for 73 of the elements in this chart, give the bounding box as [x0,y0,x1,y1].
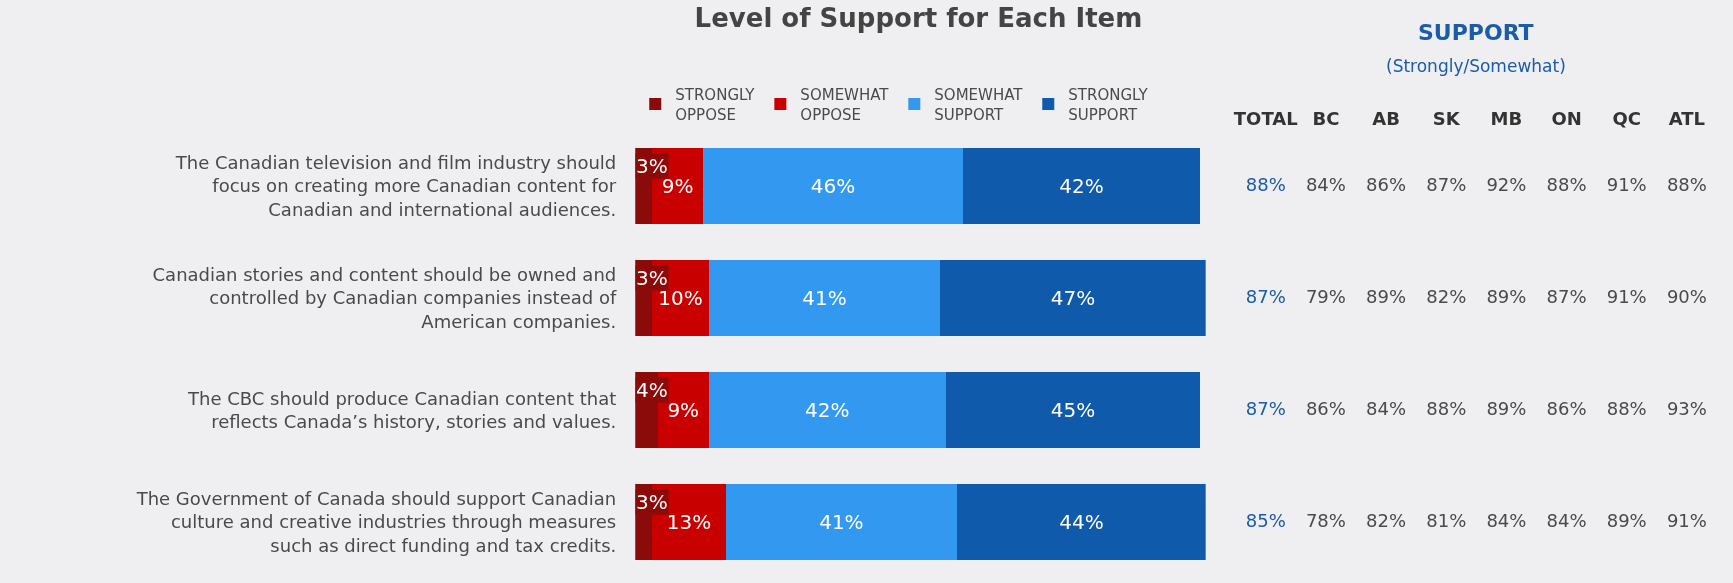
text: 86% [1366,173,1407,195]
text: 92% [1486,173,1527,195]
category-label: ATL [1668,108,1706,130]
text: (Strongly/Somewhat) [1386,56,1566,76]
data-label: 46% [810,174,856,198]
text: 85% [1245,509,1286,531]
text: SUPPORT [1418,20,1534,45]
bar [940,259,1206,337]
bar [703,147,963,225]
text: 84% [1546,509,1587,531]
data-label: 42% [1059,174,1104,198]
bar [725,483,958,561]
text: 84% [1366,397,1407,419]
legend-label: SOMEWHAT SUPPORT [934,86,1024,124]
text: 78% [1305,509,1346,531]
category-label: ON [1551,108,1582,130]
legend-label: STRONGLY OPPOSE [675,86,756,124]
text: 82% [1426,285,1467,307]
bar [957,483,1206,561]
text: 89% [1606,509,1647,531]
text: 89% [1486,285,1527,307]
text: 84% [1305,173,1346,195]
legend-label: SOMEWHAT OPPOSE [800,86,890,124]
text: 88% [1245,173,1286,195]
text: 88% [1546,173,1587,195]
data-label: 3% [636,490,668,514]
legend-label: STRONGLY SUPPORT [1068,86,1149,124]
y-tick-label: The Government of Canada should support Canadian culture and creative industries through measures such as direct funding and tax credits. [135,487,617,556]
bar [962,147,1201,225]
text: 79% [1305,285,1346,307]
text: 81% [1426,509,1467,531]
text: 87% [1245,397,1286,419]
category-label: BC [1312,108,1340,130]
category-label: MB [1490,108,1523,130]
bar [945,371,1201,449]
data-label: 42% [805,398,850,422]
data-label: 3% [636,154,668,178]
text: 89% [1486,397,1527,419]
y-tick-label: The Canadian television and film industry should focus on creating more Canadian content for Canadian and international audiences. [174,151,617,220]
data-label: 9% [667,398,700,422]
text: 88% [1666,173,1707,195]
category-label: AB [1372,108,1400,130]
text: 82% [1366,509,1407,531]
text: 87% [1245,285,1286,307]
bar [708,259,941,337]
text: 91% [1606,173,1647,195]
bar [708,371,946,449]
text: 87% [1426,173,1467,195]
data-label: 47% [1050,286,1096,310]
text: 93% [1666,397,1707,419]
data-label: 45% [1050,398,1096,422]
data-label: 4% [636,378,668,402]
text: 91% [1606,285,1647,307]
text: 86% [1546,397,1587,419]
text: 84% [1486,509,1527,531]
text: 88% [1426,397,1467,419]
y-tick-label: The CBC should produce Canadian content that reflects Canada’s history, stories and values. [187,387,617,432]
text: 90% [1666,285,1707,307]
text: 91% [1666,509,1707,531]
text: 88% [1606,397,1647,419]
text: 87% [1546,285,1587,307]
data-label: 41% [802,286,847,310]
data-label: 3% [636,266,668,290]
category-label: SK [1432,108,1461,130]
text: 86% [1305,397,1346,419]
chart-title: Level of Support for Each Item [694,2,1143,33]
category-label: TOTAL [1233,108,1298,130]
text: 89% [1366,285,1407,307]
data-label: 44% [1059,510,1104,534]
y-tick-label: Canadian stories and content should be owned and controlled by Canadian companies instead of American companies. [152,263,617,332]
category-label: QC [1612,108,1641,130]
data-label: 13% [666,510,712,534]
data-label: 41% [819,510,864,534]
